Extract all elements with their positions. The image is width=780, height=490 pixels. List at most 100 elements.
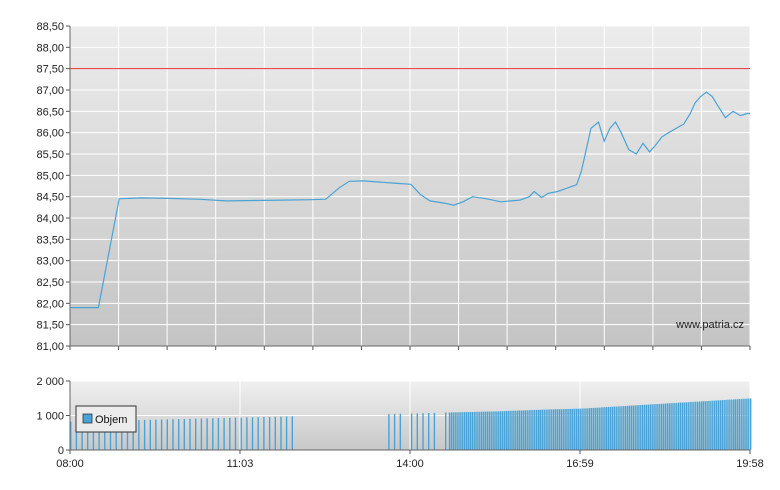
- volume-bar: [596, 407, 598, 450]
- volume-bar: [229, 417, 231, 450]
- legend-label: Objem: [95, 414, 127, 426]
- volume-bar: [679, 402, 682, 450]
- price-y-tick-label: 86,00: [36, 128, 64, 140]
- volume-bar: [477, 411, 479, 450]
- x-tick-label: 16:59: [566, 458, 594, 470]
- volume-bar: [268, 416, 271, 450]
- volume-bar: [678, 402, 680, 450]
- volume-bar: [399, 413, 401, 450]
- volume-bar: [70, 421, 72, 450]
- volume-bar: [545, 409, 547, 450]
- volume-bar: [623, 406, 625, 450]
- volume-bar: [592, 407, 595, 450]
- x-tick-label: 19:58: [736, 458, 764, 470]
- volume-bar: [515, 410, 517, 450]
- volume-bar: [626, 405, 629, 450]
- volume-bar: [475, 411, 477, 450]
- volume-bar: [469, 412, 472, 450]
- volume-bar: [604, 407, 606, 450]
- volume-bar: [87, 421, 89, 450]
- price-y-tick-label: 83,00: [36, 256, 64, 268]
- volume-bar: [594, 407, 597, 450]
- volume-bar: [662, 403, 665, 450]
- volume-bar: [683, 402, 686, 450]
- volume-bar: [524, 410, 526, 450]
- volume-bar: [734, 399, 737, 450]
- volume-bar: [723, 400, 725, 450]
- volume-bar: [632, 405, 634, 450]
- volume-bar: [613, 406, 615, 450]
- volume-bar: [566, 409, 568, 450]
- volume-bar: [481, 411, 483, 450]
- volume-bar: [448, 412, 451, 450]
- volume-bar: [719, 400, 722, 450]
- volume-bar: [655, 404, 657, 450]
- volume-bar: [484, 411, 487, 450]
- volume-bar: [568, 408, 570, 450]
- legend-swatch: [82, 413, 93, 424]
- volume-bar: [643, 404, 646, 450]
- volume-bar: [549, 409, 551, 450]
- volume-bar: [619, 406, 621, 450]
- price-y-tick-label: 82,50: [36, 277, 64, 289]
- volume-bar: [700, 401, 703, 450]
- volume-bar: [126, 420, 129, 450]
- volume-bar: [212, 418, 214, 450]
- volume-bar: [460, 412, 462, 450]
- price-y-tick-label: 87,50: [36, 64, 64, 76]
- volume-bar: [251, 417, 254, 450]
- volume-bar: [695, 401, 697, 450]
- volume-bar: [698, 401, 701, 450]
- volume-bar: [672, 403, 674, 450]
- volume-bar: [445, 412, 447, 450]
- volume-bar: [668, 403, 670, 450]
- x-tick-label: 08:00: [56, 458, 84, 470]
- volume-bar: [393, 413, 396, 450]
- volume-bar: [160, 419, 163, 450]
- volume-bar: [585, 408, 587, 450]
- volume-bar: [729, 399, 731, 450]
- volume-bar: [541, 409, 543, 450]
- price-y-tick-label: 82,00: [36, 298, 64, 310]
- volume-bar: [712, 400, 714, 450]
- volume-bar: [132, 420, 134, 450]
- volume-bar: [606, 407, 608, 450]
- volume-bar: [454, 412, 456, 450]
- volume-bar: [674, 403, 676, 450]
- volume-bar: [486, 411, 489, 450]
- volume-bar: [456, 412, 458, 450]
- volume-bar: [490, 411, 492, 450]
- price-series-line: [70, 91, 750, 309]
- volume-bar: [750, 398, 752, 450]
- volume-bar: [590, 408, 593, 450]
- volume-bar: [115, 420, 117, 450]
- volume-bar: [428, 413, 430, 450]
- volume-bar: [717, 400, 720, 450]
- volume-bar: [681, 402, 684, 450]
- volume-bar: [744, 398, 746, 450]
- volume-bar: [513, 410, 515, 450]
- volume-bar: [571, 408, 574, 450]
- volume-bar: [575, 408, 578, 450]
- volume-bar: [92, 421, 95, 450]
- volume-bar: [416, 413, 418, 450]
- volume-bar: [733, 399, 735, 450]
- volume-bar: [748, 398, 750, 450]
- price-y-tick-label: 88,00: [36, 42, 64, 54]
- volume-bar: [609, 406, 612, 450]
- volume-bar: [155, 419, 157, 450]
- volume-bar: [452, 412, 454, 450]
- volume-bar: [458, 412, 460, 450]
- volume-bar: [721, 400, 723, 450]
- volume-bar: [496, 411, 498, 450]
- volume-bar: [547, 409, 549, 450]
- volume-bar: [274, 416, 276, 450]
- volume-bar: [285, 416, 288, 450]
- price-y-tick-label: 83,50: [36, 234, 64, 246]
- volume-bar: [653, 404, 655, 450]
- volume-bar: [534, 410, 536, 450]
- volume-bar: [581, 408, 583, 450]
- volume-bar: [715, 400, 718, 450]
- volume-y-tick-label: 0: [58, 445, 64, 457]
